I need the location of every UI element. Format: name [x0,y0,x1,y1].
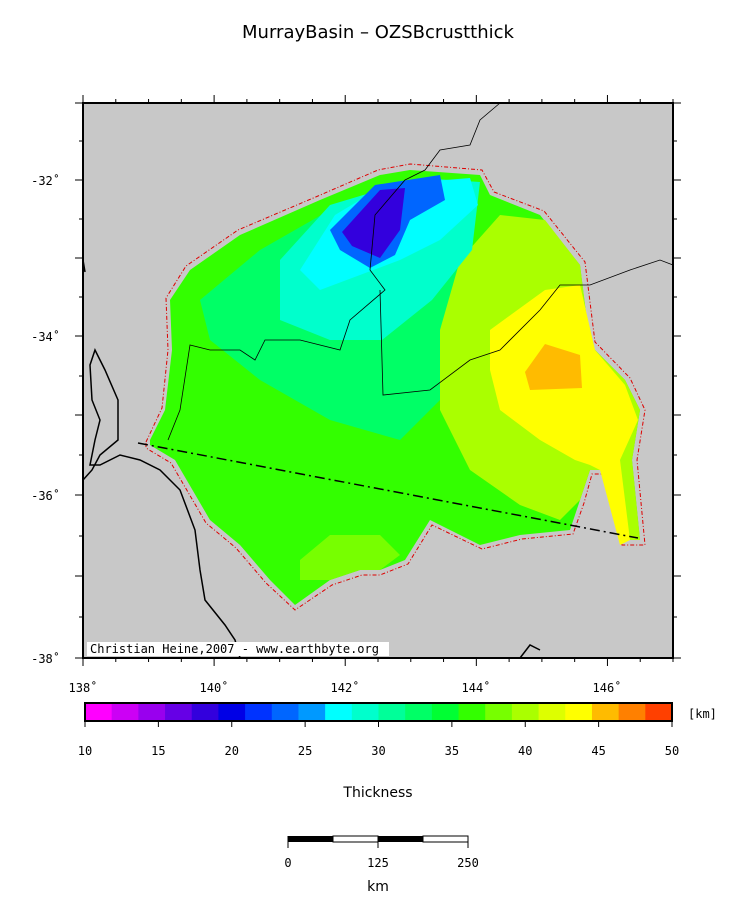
scale-unit: km [367,879,389,895]
lat-label: -32˚ [31,173,60,188]
zone-orange [525,344,582,390]
frame-ticks [75,95,681,666]
zone-south [300,535,400,580]
colorbar-segment [351,703,379,721]
colorbar-segment [565,703,593,721]
credit: Christian Heine,2007 - www.earthbyte.org [90,642,379,656]
scale-label: 125 [367,856,389,870]
profile-line [137,442,639,539]
colorbar-tick-label: 20 [225,744,239,758]
colorbar-segment [245,703,273,721]
colorbar-segment [111,703,139,721]
scale-segment [332,835,379,843]
lon-label: 138˚ [69,680,98,695]
lat-label: -36˚ [31,488,60,503]
colorbar: 10 15 20 25 30 35 40 45 50 [78,702,679,758]
scalebar: 0 125 250 km [284,835,479,895]
colorbar-segment [325,703,353,721]
colorbar-tick-label: 50 [665,744,679,758]
colorbar-tick-label: 30 [371,744,385,758]
colorbar-segment [511,703,540,721]
zone-yellow [490,285,638,545]
scale-segment [288,836,333,842]
colorbar-segment [485,703,513,721]
lon-label: 140˚ [200,680,229,695]
lat-label: -38˚ [31,651,60,666]
lon-label: 144˚ [462,680,491,695]
colorbar-segment [85,703,113,721]
map: Christian Heine,2007 - www.earthbyte.org… [31,95,681,695]
colorbar-segment [591,703,620,721]
lon-label: 142˚ [331,680,360,695]
colorbar-segment [191,703,219,721]
colorbar-segment [618,703,646,721]
colorbar-segment [298,703,326,721]
state-borders [167,102,674,441]
credit-box [87,642,389,656]
colorbar-tick-label: 45 [591,744,605,758]
colorbar-tick-label: 40 [518,744,532,758]
colorbar-segment [218,703,246,721]
colorbar-label: Thickness [342,785,412,801]
colorbar-segment [458,703,486,721]
colorbar-unit: [km] [688,707,717,721]
colorbar-tick-label: 10 [78,744,92,758]
colorbar-segment [165,703,193,721]
colorbar-tick-label: 15 [151,744,165,758]
colorbar-segment [405,703,433,721]
scale-label: 250 [457,856,479,870]
zone-darkblue [342,188,405,258]
colorbar-segment [538,703,566,721]
scale-segment [422,835,469,843]
scale-segment [378,836,423,842]
lat-label: -34˚ [31,329,60,344]
colorbar-segment [378,703,406,721]
basin-edge [145,163,646,611]
colorbar-tick-label: 35 [445,744,459,758]
colorbar-segment [431,703,460,721]
colorbar-tick-label: 25 [298,744,312,758]
colorbar-segment [138,703,166,721]
colorbar-segment [645,703,673,721]
title: MurrayBasin – OZSBcrustthick [242,22,514,43]
lon-label: 146˚ [593,680,622,695]
colorbar-segment [271,703,299,721]
scale-label: 0 [284,856,291,870]
